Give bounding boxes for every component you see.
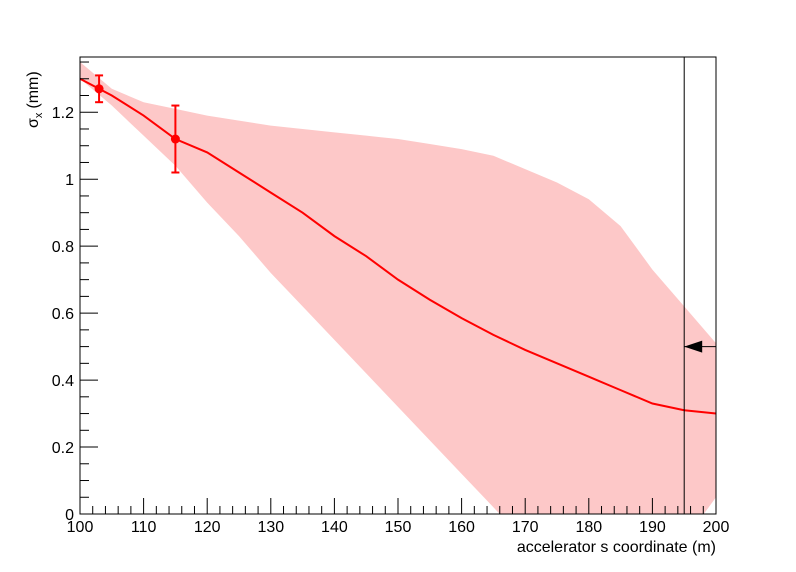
x-tick-label: 160 bbox=[448, 519, 475, 536]
y-tick-label: 0.4 bbox=[52, 373, 74, 390]
x-tick-label: 140 bbox=[321, 519, 348, 536]
x-tick-label: 190 bbox=[639, 519, 666, 536]
y-tick-label: 0.6 bbox=[52, 306, 74, 323]
y-tick-label: 1.2 bbox=[52, 105, 74, 122]
line bbox=[80, 77, 716, 415]
y-tick-label: 1 bbox=[65, 172, 74, 189]
plot-area bbox=[80, 62, 716, 514]
x-tick-label: 130 bbox=[257, 519, 284, 536]
y-axis-title: σx (mm) bbox=[25, 71, 45, 128]
x-tick-label: 110 bbox=[131, 519, 157, 536]
x-tick-label: 170 bbox=[512, 519, 539, 536]
arrow-head bbox=[684, 340, 703, 353]
x-axis-title: accelerator s coordinate (m) bbox=[517, 539, 716, 556]
x-tick-label: 120 bbox=[194, 519, 221, 536]
x-tick-label: 200 bbox=[703, 519, 730, 536]
x-tick-label: 100 bbox=[67, 519, 94, 536]
x-tick-label: 180 bbox=[575, 519, 602, 536]
y-tick-label: 0 bbox=[65, 507, 74, 524]
y-title-subscript: x bbox=[33, 112, 45, 118]
point bbox=[94, 84, 104, 94]
y-title-symbol: σ bbox=[25, 118, 42, 128]
point bbox=[170, 134, 180, 144]
error-band bbox=[80, 62, 716, 514]
y-tick-label: 0.2 bbox=[52, 440, 74, 457]
y-tick-label: 0.8 bbox=[52, 239, 74, 256]
x-tick-label: 150 bbox=[385, 519, 412, 536]
y-title-unit: (mm) bbox=[25, 71, 42, 108]
